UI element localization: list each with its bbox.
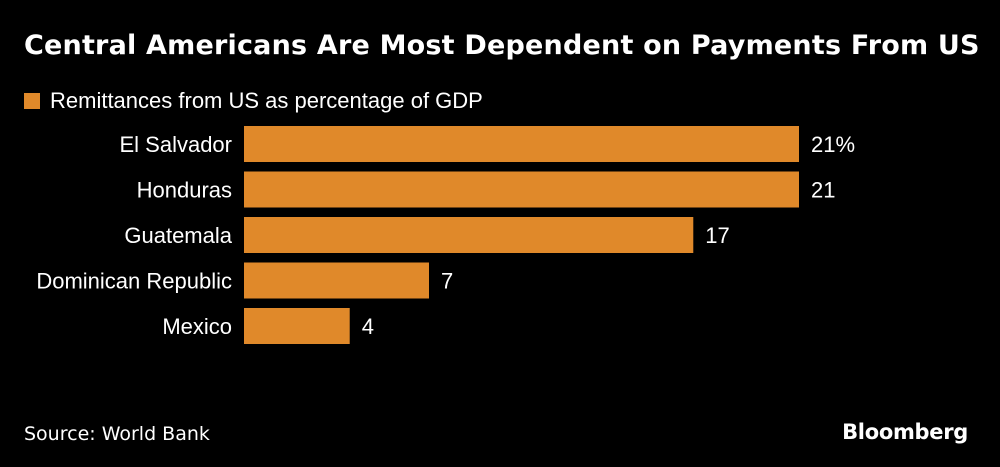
bar xyxy=(244,171,799,208)
category-label: El Salvador xyxy=(119,132,232,157)
bloomberg-logo: Bloomberg xyxy=(842,420,968,444)
legend-swatch xyxy=(24,93,40,109)
bar xyxy=(244,217,694,253)
bar xyxy=(244,126,799,162)
data-label: 21% xyxy=(811,132,855,157)
source-note: Source: World Bank xyxy=(24,423,210,445)
bar-chart: El Salvador 21% Honduras 21 Guatemala 17 Domin… xyxy=(36,126,855,344)
category-label: Mexico xyxy=(162,314,232,339)
data-label: 4 xyxy=(362,314,374,339)
chart-legend: Remittances from US as percentage of GDP xyxy=(24,88,483,114)
bar xyxy=(244,262,429,299)
data-label: 17 xyxy=(705,223,729,248)
data-label: 7 xyxy=(441,269,453,294)
legend-label: Remittances from US as percentage of GDP xyxy=(50,88,483,113)
bar xyxy=(244,308,350,344)
category-label: Guatemala xyxy=(124,223,232,248)
category-label: Dominican Republic xyxy=(36,269,232,294)
data-label: 21 xyxy=(811,178,835,203)
chart-title: Central Americans Are Most Dependent on … xyxy=(24,30,980,61)
category-label: Honduras xyxy=(137,178,232,203)
